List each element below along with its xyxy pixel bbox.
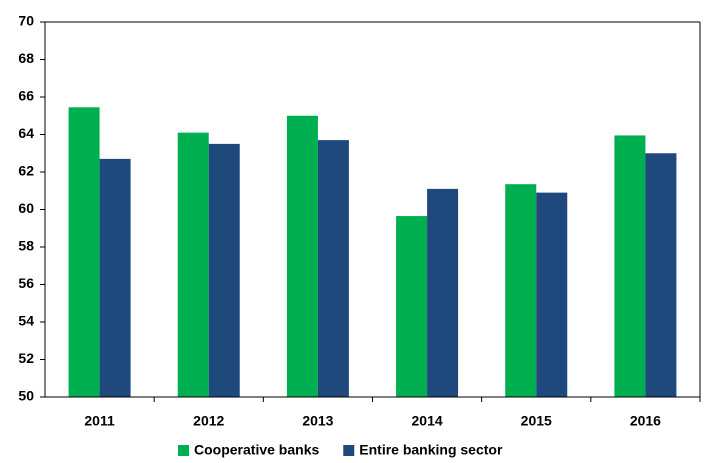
- x-tick-label: 2013: [302, 413, 333, 429]
- bar: [286, 115, 318, 397]
- x-tick-label: 2014: [412, 413, 443, 429]
- y-tick-label: 52: [18, 350, 34, 366]
- x-tick-label: 2016: [630, 413, 661, 429]
- bar: [614, 135, 646, 397]
- bar: [208, 143, 240, 397]
- bar: [505, 184, 537, 397]
- y-tick-label: 50: [18, 388, 34, 404]
- legend-label: Cooperative banks: [194, 442, 319, 458]
- y-tick-label: 64: [18, 125, 34, 141]
- bar: [396, 216, 428, 397]
- bar: [317, 140, 349, 397]
- y-tick-label: 60: [18, 200, 34, 216]
- bar: [536, 192, 568, 397]
- bar: [99, 158, 131, 397]
- y-tick-label: 54: [18, 313, 34, 329]
- bar: [645, 153, 677, 397]
- bar: [427, 188, 459, 397]
- bar: [177, 132, 209, 397]
- y-tick-label: 66: [18, 88, 34, 104]
- y-tick-label: 58: [18, 238, 34, 254]
- legend-label: Entire banking sector: [359, 442, 503, 458]
- x-tick-label: 2011: [84, 413, 115, 429]
- y-tick-label: 62: [18, 163, 34, 179]
- legend-swatch: [178, 445, 189, 456]
- x-tick-label: 2012: [193, 413, 224, 429]
- bar: [68, 107, 100, 397]
- x-tick-label: 2015: [521, 413, 552, 429]
- y-tick-label: 68: [18, 50, 34, 66]
- y-tick-label: 70: [18, 13, 34, 29]
- y-tick-label: 56: [18, 275, 34, 291]
- legend-swatch: [343, 445, 355, 456]
